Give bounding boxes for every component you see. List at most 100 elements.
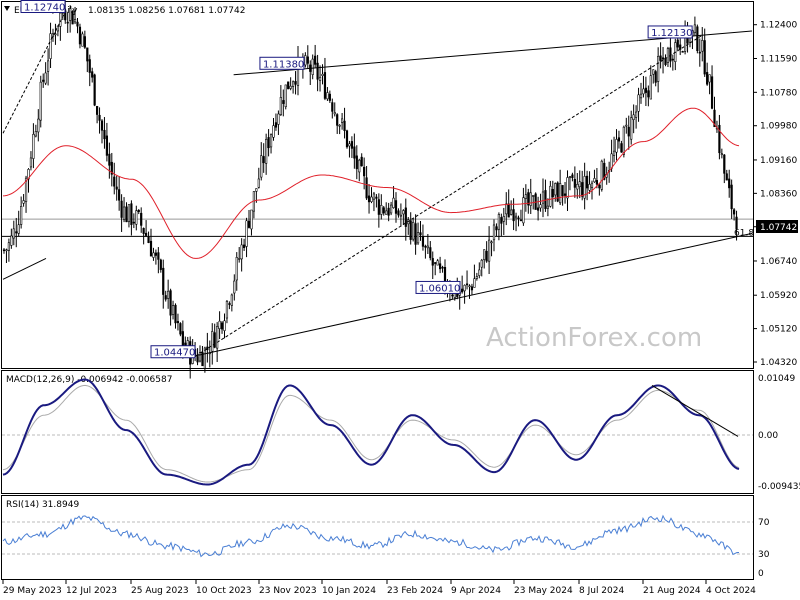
candle-body	[620, 143, 623, 153]
candle-body	[480, 259, 483, 268]
annotation-label: 1.11380	[263, 59, 304, 70]
candle-body	[402, 210, 405, 215]
candle-body	[603, 162, 606, 180]
annotation-box	[415, 280, 461, 294]
candle-body	[291, 81, 295, 87]
candle-body	[478, 269, 481, 276]
rsi-line	[2, 514, 739, 558]
candle-body	[37, 118, 40, 133]
candle-body	[240, 244, 243, 260]
candle-body	[404, 207, 407, 227]
candle-body	[34, 131, 37, 137]
candle-body	[426, 245, 429, 249]
candle-body	[659, 55, 662, 61]
candle-body	[345, 130, 349, 148]
candle-body	[46, 60, 50, 72]
rsi-tick-30: 30	[758, 550, 770, 560]
candle-body	[15, 231, 18, 234]
candle-body	[728, 178, 731, 189]
annotation-box	[647, 25, 693, 39]
candle-body	[475, 276, 478, 279]
candle-body	[595, 180, 598, 185]
candle-body	[500, 217, 503, 224]
candle-body	[154, 252, 158, 256]
candle-body	[676, 39, 679, 48]
candle-body	[86, 47, 89, 62]
candle-body	[326, 92, 329, 100]
candle-body	[394, 200, 398, 214]
candle-body	[115, 186, 118, 190]
candle-body	[284, 84, 287, 108]
candle-body	[706, 72, 709, 85]
candle-body	[718, 124, 721, 154]
candle-body	[228, 303, 231, 305]
candle-body	[71, 11, 74, 25]
candle-body	[265, 138, 268, 164]
price-tick-label: 1.12400	[760, 21, 797, 31]
candle-body	[132, 221, 135, 224]
candle-body	[551, 189, 554, 198]
candle-body	[69, 8, 72, 21]
candle-body	[639, 93, 643, 99]
price-axis: 1.12400 1.11590 1.10780 1.09980 1.09160 1.083…	[753, 21, 797, 368]
macd-tick-bottom: -0.009435	[758, 482, 800, 492]
candle-body	[238, 258, 241, 260]
candle-body	[647, 90, 650, 98]
candle-body	[24, 177, 28, 202]
candle-body	[693, 24, 696, 34]
candle-body	[306, 56, 309, 64]
candle-body	[367, 195, 371, 203]
candle-body	[255, 188, 258, 192]
candle-body	[235, 257, 238, 281]
date-tick-label: 23 Feb 2024	[387, 586, 443, 596]
candle-body	[382, 207, 385, 214]
candle-body	[436, 260, 439, 266]
candle-body	[196, 356, 199, 363]
moving-average-line	[2, 107, 740, 259]
candle-body	[32, 134, 35, 159]
candle-body	[135, 210, 138, 225]
candle-body	[348, 143, 351, 147]
rsi-series	[2, 514, 753, 558]
candle-body	[519, 219, 523, 222]
candle-body	[201, 352, 204, 367]
candle-body	[661, 57, 665, 60]
candle-body	[20, 206, 23, 225]
macd-trendline	[651, 385, 739, 437]
price-tick-label: 1.05920	[760, 291, 797, 301]
candle-body	[162, 267, 165, 295]
candle-body	[720, 153, 723, 155]
candle-body	[245, 220, 248, 247]
candle-body	[250, 209, 253, 230]
candle-body	[363, 166, 366, 177]
candle-body	[247, 220, 251, 228]
candle-body	[612, 150, 616, 156]
candle-body	[10, 235, 13, 246]
candle-body	[360, 156, 363, 167]
price-annotations: 1.12740 1.11380 1.12130 1.06010 1.04470	[20, 0, 693, 359]
candle-body	[573, 178, 576, 188]
candle-body	[213, 332, 216, 348]
candle-body	[622, 126, 625, 155]
candle-body	[517, 217, 520, 220]
candle-body	[544, 190, 547, 210]
candle-body	[642, 88, 645, 95]
candle-body	[698, 51, 701, 54]
macd-series	[2, 378, 753, 486]
candle-body	[610, 153, 613, 169]
candle-body	[495, 226, 498, 231]
candle-body	[216, 326, 219, 349]
candle-body	[389, 204, 393, 214]
candle-body	[336, 114, 339, 126]
candle-body	[12, 228, 15, 239]
candle-body	[497, 214, 501, 230]
candle-body	[554, 183, 557, 196]
macd-tick-zero: 0.00	[758, 431, 778, 441]
candle-body	[424, 245, 427, 248]
candle-body	[91, 71, 94, 78]
candle-body	[370, 196, 373, 202]
candle-body	[585, 175, 589, 189]
candle-body	[122, 206, 126, 220]
